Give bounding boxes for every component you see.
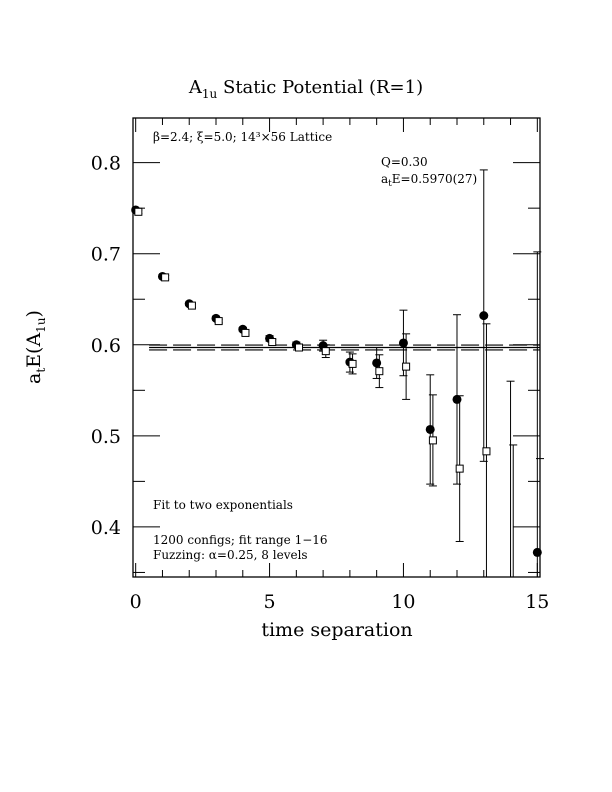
- data-point-square: [134, 207, 143, 216]
- data-point-square: [482, 447, 491, 456]
- data-point-square: [187, 301, 196, 310]
- energy-annotation: atE=0.5970(27): [381, 172, 477, 189]
- data-point-square: [241, 328, 250, 337]
- x-tick-label: 15: [525, 591, 549, 613]
- data-point-square: [321, 347, 330, 356]
- y-tick-label: 0.4: [91, 517, 121, 539]
- data-point-square: [375, 367, 384, 376]
- data-point-circle: [479, 311, 489, 321]
- fit-annotation: Fit to two exponentials: [153, 498, 293, 512]
- data-point-square: [161, 273, 170, 282]
- y-tick-label: 0.8: [91, 153, 121, 175]
- x-axis-label: time separation: [261, 619, 412, 641]
- data-point-square: [268, 338, 277, 347]
- y-tick-label: 0.7: [91, 244, 121, 266]
- q-annotation: Q=0.30: [381, 155, 428, 169]
- x-tick-label: 10: [391, 591, 415, 613]
- data-point-square: [295, 343, 304, 352]
- data-point-square: [455, 464, 464, 473]
- data-point-square: [214, 317, 223, 326]
- plot-area: 0 5 10 15 0.4 0.5 0.6 0.7 0.8: [91, 117, 549, 613]
- configs-annotation: 1200 configs; fit range 1−16: [153, 533, 328, 547]
- fuzzing-annotation: Fuzzing: α=0.25, 8 levels: [153, 548, 308, 562]
- x-tick-label: 0: [130, 591, 142, 613]
- y-tick-label: 0.6: [91, 335, 121, 357]
- y-tick-label: 0.5: [91, 426, 121, 448]
- data-point-square: [428, 436, 437, 445]
- x-tick-label: 5: [264, 591, 276, 613]
- y-axis-label: atE(A1u): [23, 310, 48, 384]
- data-point-circle: [532, 547, 542, 557]
- data-point-square: [402, 362, 411, 371]
- chart-title: A1u Static Potential (R=1): [188, 77, 423, 101]
- data-point-square: [348, 359, 357, 368]
- lattice-annotation: β=2.4; ξ=5.0; 14³×56 Lattice: [153, 130, 332, 144]
